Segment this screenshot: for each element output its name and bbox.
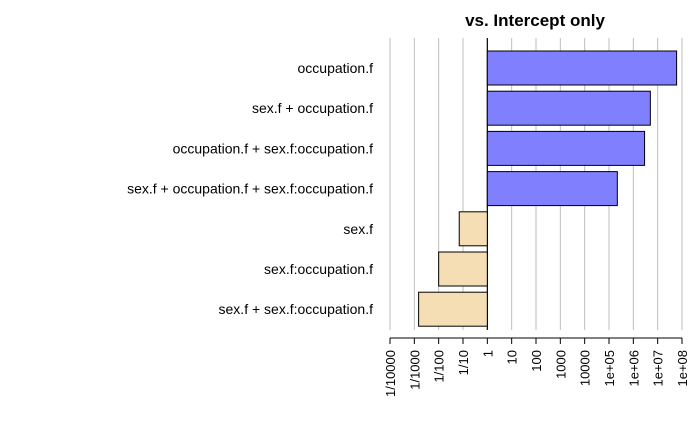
chart-title: vs. Intercept only	[465, 11, 605, 30]
x-tick-label: 1/10000	[383, 350, 398, 397]
category-labels: occupation.f sex.f + occupation.f occupati…	[127, 60, 373, 317]
x-tick-label: 1/1000	[407, 350, 422, 390]
x-tick-label: 1000	[553, 350, 568, 379]
bar-1	[486, 50, 678, 86]
category-label: sex.f:occupation.f	[264, 261, 373, 277]
x-tick-label: 1e+06	[626, 350, 641, 387]
category-label: sex.f	[343, 221, 373, 237]
bar-2	[486, 90, 651, 126]
x-tick-label: 1/100	[432, 350, 447, 383]
category-label: sex.f + occupation.f	[252, 100, 373, 116]
x-axis: 1/10000 1/1000 1/100 1/10 1 10 100 1000 10000 1e+…	[383, 337, 690, 397]
bar-7	[418, 291, 488, 327]
category-label: occupation.f	[298, 60, 374, 76]
bar-3	[486, 130, 646, 166]
x-tick-label: 1e+07	[651, 350, 666, 387]
x-tick-label: 1e+05	[602, 350, 617, 387]
category-label: occupation.f + sex.f:occupation.f	[173, 140, 374, 156]
x-tick-label: 1e+08	[675, 350, 690, 387]
category-label: sex.f + sex.f:occupation.f	[219, 301, 374, 317]
category-label: sex.f + occupation.f + sex.f:occupation.…	[127, 181, 373, 197]
x-tick-label: 10	[505, 350, 520, 364]
x-tick-label: 1/10	[456, 350, 471, 375]
bar-4	[486, 171, 618, 207]
bar-6	[438, 251, 488, 287]
bar-5	[458, 211, 488, 247]
x-tick-label: 10000	[578, 350, 593, 386]
bars	[418, 50, 678, 327]
x-tick-label: 1	[480, 350, 495, 357]
x-tick-label: 100	[529, 350, 544, 372]
